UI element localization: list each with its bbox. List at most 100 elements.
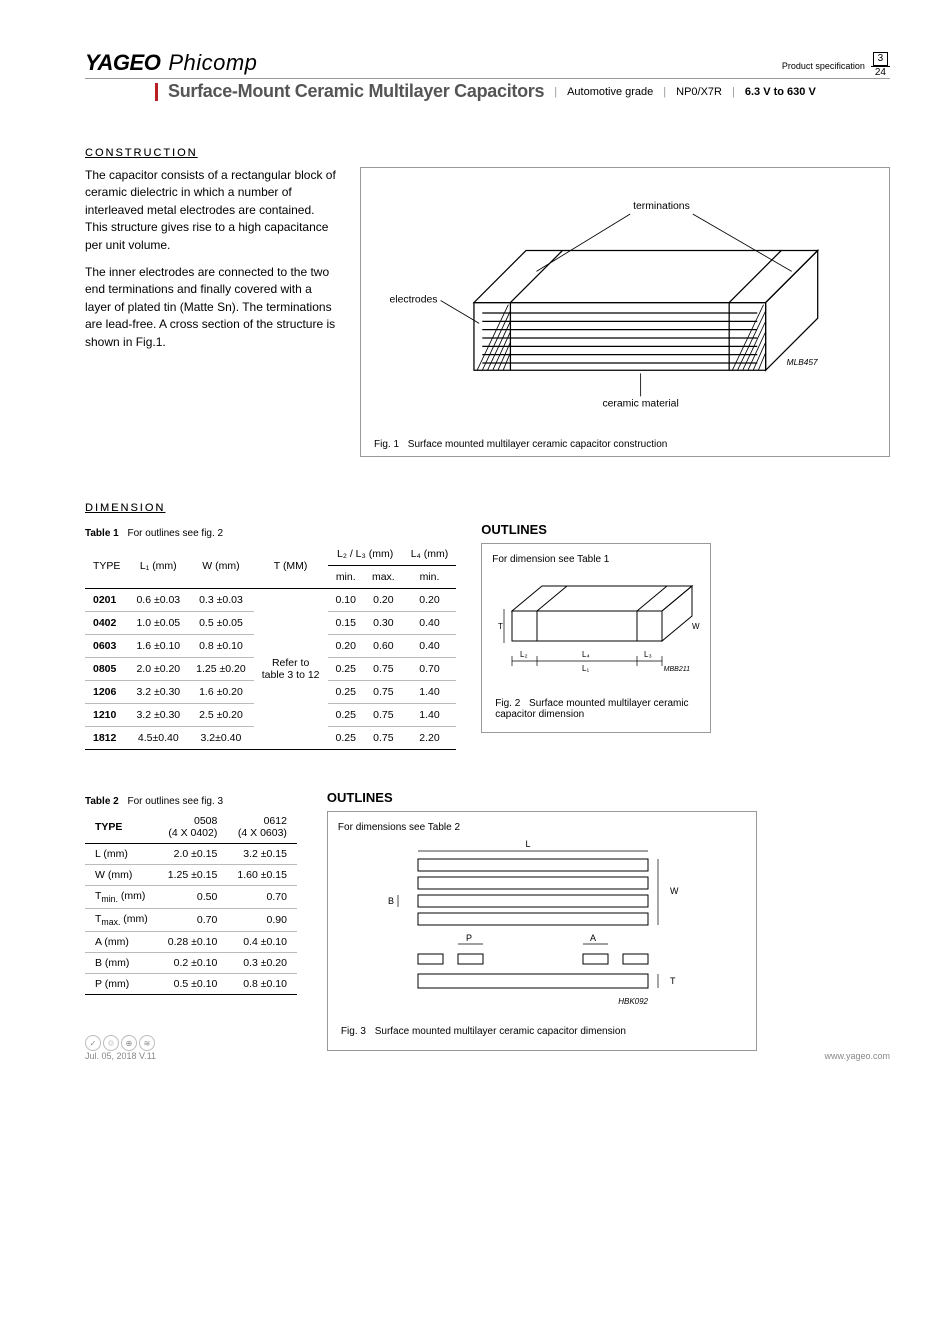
t1-l4: 1.40 xyxy=(403,681,457,704)
t1-w: 0.8 ±0.10 xyxy=(188,635,254,658)
t1-l4: 0.40 xyxy=(403,635,457,658)
t1-l1: 0.6 ±0.03 xyxy=(128,589,188,612)
t2-rowh: A (mm) xyxy=(85,932,158,953)
t2-rowh: Tmax. (mm) xyxy=(85,909,158,932)
t1-type: 0603 xyxy=(85,635,128,658)
t1-l2min: 0.20 xyxy=(328,635,364,658)
table2-wrap: Table 2 For outlines see fig. 3 TYPE 050… xyxy=(85,790,297,995)
t1-type: 0402 xyxy=(85,612,128,635)
table1-wrap: Table 1 For outlines see fig. 2 TYPE L₁ … xyxy=(85,522,456,750)
fig2-cap-text: Surface mounted multilayer ceramic capac… xyxy=(495,698,688,720)
fig3-svg: L W B P A T HBK092 xyxy=(338,839,738,1019)
t1-type: 1206 xyxy=(85,681,128,704)
t2-h1b: 0612(4 X 0603) xyxy=(227,811,297,844)
svg-text:A: A xyxy=(590,933,596,943)
outlines-col: OUTLINES For dimension see Table 1 xyxy=(481,522,711,733)
footer-url: www.yageo.com xyxy=(824,1051,890,1061)
t2-b: 0.4 ±0.10 xyxy=(227,932,297,953)
fig3-box: For dimensions see Table 2 xyxy=(327,811,757,1051)
fig1-code: MLB457 xyxy=(787,357,818,367)
t2-rowh: W (mm) xyxy=(85,865,158,886)
doc-title: Surface-Mount Ceramic Multilayer Capacit… xyxy=(168,81,544,102)
t1-l2max: 0.75 xyxy=(364,658,403,681)
construction-p1: The capacitor consists of a rectangular … xyxy=(85,167,340,254)
t2-b: 3.2 ±0.15 xyxy=(227,844,297,865)
cert-icon: ≋ xyxy=(139,1035,155,1051)
t1-h-l23: L₂ / L₃ (mm) xyxy=(328,543,403,566)
page-number: 3 24 xyxy=(871,52,890,79)
t1-l2min: 0.15 xyxy=(328,612,364,635)
page-current: 3 xyxy=(873,52,889,66)
t2-h-type: TYPE xyxy=(85,811,158,844)
footer-date: Jul. 05, 2018 V.11 xyxy=(85,1051,156,1061)
t1-sub-min: min. xyxy=(328,566,364,589)
cert-icons: ✓ ♲ ⊕ ≋ xyxy=(85,1035,156,1051)
table2: TYPE 0508(4 X 0402) 0612(4 X 0603) L (mm… xyxy=(85,811,297,995)
fig2-box: For dimension see Table 1 T W xyxy=(481,543,711,733)
t2-a: 0.5 ±0.10 xyxy=(158,974,228,995)
t1-l2max: 0.60 xyxy=(364,635,403,658)
cert-icon: ✓ xyxy=(85,1035,101,1051)
header-subtitle: Surface-Mount Ceramic Multilayer Capacit… xyxy=(85,81,890,102)
t1-h-w: W (mm) xyxy=(188,543,254,589)
t2-h1a: 0508(4 X 0402) xyxy=(158,811,228,844)
page-total: 24 xyxy=(871,66,890,79)
t1-type: 1210 xyxy=(85,704,128,727)
t1-l4: 2.20 xyxy=(403,727,457,750)
t1-w: 1.6 ±0.20 xyxy=(188,681,254,704)
t1-l2min: 0.25 xyxy=(328,658,364,681)
t2-rowh: Tmin. (mm) xyxy=(85,886,158,909)
header-right: Product specification 3 24 xyxy=(782,52,890,79)
t1-l1: 3.2 ±0.30 xyxy=(128,704,188,727)
construction-p2: The inner electrodes are connected to th… xyxy=(85,264,340,351)
t1-type: 1812 xyxy=(85,727,128,750)
t1-l4: 1.40 xyxy=(403,704,457,727)
construction-heading: CONSTRUCTION xyxy=(85,147,890,159)
outlines-heading-2: OUTLINES xyxy=(327,790,757,805)
cert-icon: ♲ xyxy=(103,1035,119,1051)
t1-l4: 0.70 xyxy=(403,658,457,681)
t2-rowh: B (mm) xyxy=(85,953,158,974)
construction-row: The capacitor consists of a rectangular … xyxy=(85,167,890,457)
fig1-label-cer: ceramic material xyxy=(602,399,678,410)
t1-h-t: T (MM) xyxy=(254,543,328,589)
t2-a: 2.0 ±0.15 xyxy=(158,844,228,865)
table2-n: Table 2 xyxy=(85,796,119,807)
outlines2-col: OUTLINES For dimensions see Table 2 xyxy=(327,790,757,1051)
sep1: | xyxy=(554,86,557,98)
t1-l2min: 0.25 xyxy=(328,681,364,704)
sep3: | xyxy=(732,86,735,98)
sep2: | xyxy=(663,86,666,98)
t1-w: 3.2±0.40 xyxy=(188,727,254,750)
t1-l1: 1.6 ±0.10 xyxy=(128,635,188,658)
t1-l2max: 0.75 xyxy=(364,727,403,750)
accent-bar xyxy=(155,83,158,101)
svg-text:P: P xyxy=(466,933,472,943)
tag-npox7r: NP0/X7R xyxy=(676,86,722,98)
fig3-note: For dimensions see Table 2 xyxy=(338,822,746,833)
section2-row: Table 2 For outlines see fig. 3 TYPE 050… xyxy=(85,790,890,1051)
svg-text:L₁: L₁ xyxy=(582,664,589,673)
t2-b: 0.8 ±0.10 xyxy=(227,974,297,995)
fig2-note: For dimension see Table 1 xyxy=(492,554,700,565)
t1-w: 0.3 ±0.03 xyxy=(188,589,254,612)
t2-b: 0.90 xyxy=(227,909,297,932)
fig1-box: terminations electrodes ceramic material… xyxy=(360,167,890,457)
table1-title-text: For outlines see fig. 2 xyxy=(128,528,224,539)
svg-text:W: W xyxy=(670,886,679,896)
t1-h-l4: L₄ (mm) xyxy=(403,543,457,566)
t1-l2max: 0.20 xyxy=(364,589,403,612)
t1-l2min: 0.25 xyxy=(328,704,364,727)
t1-l2min: 0.10 xyxy=(328,589,364,612)
fig2-caption: Fig. 2 Surface mounted multilayer cerami… xyxy=(492,698,700,720)
t2-b: 0.70 xyxy=(227,886,297,909)
tag-voltage: 6.3 V to 630 V xyxy=(745,86,816,98)
brand-yageo: YAGEO xyxy=(85,50,160,76)
t1-l2max: 0.75 xyxy=(364,681,403,704)
svg-text:L: L xyxy=(525,839,530,849)
svg-text:L₂: L₂ xyxy=(520,650,528,659)
t2-rowh: P (mm) xyxy=(85,974,158,995)
t1-h-l1: L₁ (mm) xyxy=(128,543,188,589)
t2-a: 0.50 xyxy=(158,886,228,909)
outlines-heading-1: OUTLINES xyxy=(481,522,711,537)
